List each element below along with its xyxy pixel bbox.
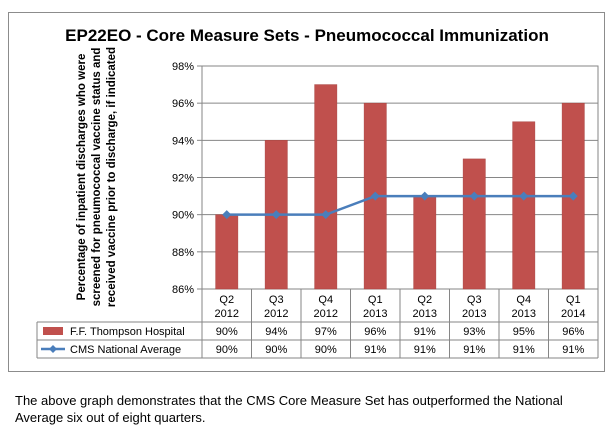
x-tick-label: Q4 (318, 294, 333, 306)
x-tick-label: Q2 (219, 294, 234, 306)
x-tick-label: Q1 (368, 294, 383, 306)
bar (215, 214, 239, 290)
line-series (222, 191, 578, 220)
line-marker (568, 191, 578, 201)
y-axis-label-line: received vaccine prior to discharge, if … (106, 47, 118, 307)
x-tick-label: 2012 (215, 308, 239, 320)
data-label: 96% (562, 326, 584, 338)
bar (413, 195, 437, 290)
line-marker (321, 210, 331, 220)
bar-series (215, 84, 585, 290)
data-label: 91% (364, 344, 386, 356)
data-label: 90% (216, 326, 238, 338)
line-marker (519, 191, 529, 201)
line-marker (370, 191, 380, 201)
y-tick-label: 94% (172, 135, 194, 147)
legend-series-name: CMS National Average (70, 344, 181, 356)
x-tick-label: Q4 (516, 294, 531, 306)
data-label: 91% (414, 344, 436, 356)
x-tick-label: Q3 (269, 294, 284, 306)
y-axis-label: Percentage of inpatient discharges who w… (76, 47, 118, 307)
y-tick-label: 86% (172, 284, 194, 296)
bar (512, 121, 536, 290)
y-tick-label: 98% (172, 61, 194, 73)
line-marker (271, 210, 281, 220)
gridlines (201, 65, 599, 290)
y-axis-label-line: screened for pneumococcal vaccine status… (91, 48, 103, 307)
x-tick-label: 2013 (462, 308, 486, 320)
chart-title: EP22EO - Core Measure Sets - Pneumococca… (65, 26, 549, 45)
data-label: 91% (414, 326, 436, 338)
x-tick-label: 2013 (512, 308, 536, 320)
data-label: 91% (562, 344, 584, 356)
x-tick-label: 2012 (314, 308, 338, 320)
data-label: 95% (513, 326, 535, 338)
data-label: 90% (216, 344, 238, 356)
line-marker (222, 210, 232, 220)
data-label: 97% (315, 326, 337, 338)
y-tick-label: 92% (172, 173, 194, 185)
bar (462, 158, 486, 290)
bar (314, 84, 338, 290)
x-tick-label: Q3 (467, 294, 482, 306)
data-table: Q2 2012 Q3 2012 Q4 2012 Q1 2013 Q2 2013 Q3 2013 Q4 20… (36, 289, 599, 359)
legend-series-name: F.F. Thompson Hospital (70, 326, 185, 338)
chart-container: EP22EO - Core Measure Sets - Pneumococca… (8, 12, 605, 372)
x-tick-label: 2014 (561, 308, 585, 320)
x-tick-label: Q2 (417, 294, 432, 306)
legend-swatch-marker (49, 345, 57, 353)
x-tick-label: 2013 (363, 308, 387, 320)
data-label: 91% (513, 344, 535, 356)
y-axis-ticks: 86% 88% 90% 92% 94% 96% 98% (172, 61, 202, 296)
x-tick-label: 2012 (264, 308, 288, 320)
data-label: 94% (265, 326, 287, 338)
line-marker (420, 191, 430, 201)
y-tick-label: 96% (172, 98, 194, 110)
data-label: 91% (463, 344, 485, 356)
x-tick-label: 2013 (413, 308, 437, 320)
y-tick-label: 88% (172, 247, 194, 259)
data-label: 90% (265, 344, 287, 356)
line-marker (469, 191, 479, 201)
y-axis-label-line: Percentage of inpatient discharges who w… (76, 54, 88, 301)
legend-swatch-bar (43, 327, 63, 335)
chart-svg: EP22EO - Core Measure Sets - Pneumococca… (36, 26, 599, 359)
y-tick-label: 90% (172, 210, 194, 222)
data-label: 96% (364, 326, 386, 338)
x-tick-label: Q1 (566, 294, 581, 306)
chart-caption: The above graph demonstrates that the CM… (15, 393, 563, 425)
line-path (226, 194, 574, 216)
data-label: 93% (463, 326, 485, 338)
data-label: 90% (315, 344, 337, 356)
